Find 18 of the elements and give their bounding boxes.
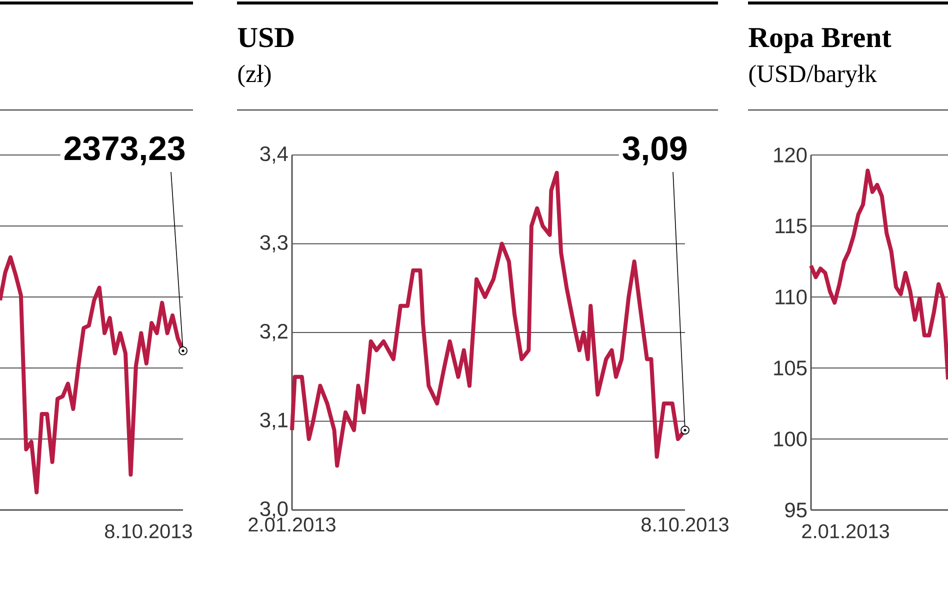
- y-tick-label: 3,3: [260, 235, 288, 252]
- y-tick-label: 120: [774, 148, 807, 162]
- y-tick-label: 3,1: [260, 412, 288, 430]
- y-tick-label: 110: [776, 290, 807, 304]
- annotation: 3,09: [622, 136, 687, 166]
- y-tick-label: 105: [774, 360, 807, 376]
- chart-subtitle: (zł): [238, 64, 271, 88]
- y-tick-label: 100: [774, 432, 807, 446]
- line-series: [809, 168, 948, 382]
- y-tick-label: 3,4: [260, 146, 288, 164]
- y-tick-label: 3,2: [260, 324, 288, 342]
- y-tick-label: 115: [776, 218, 807, 234]
- text: 2373,23: [64, 136, 185, 166]
- chart-title: Ropa Brent: [748, 28, 892, 54]
- chart-subtitle: (USD/baryłk: [749, 64, 877, 88]
- y-tick-label: 95: [785, 502, 807, 518]
- y-tick-label: 3,0: [260, 501, 288, 519]
- chart-title: USD: [238, 28, 294, 48]
